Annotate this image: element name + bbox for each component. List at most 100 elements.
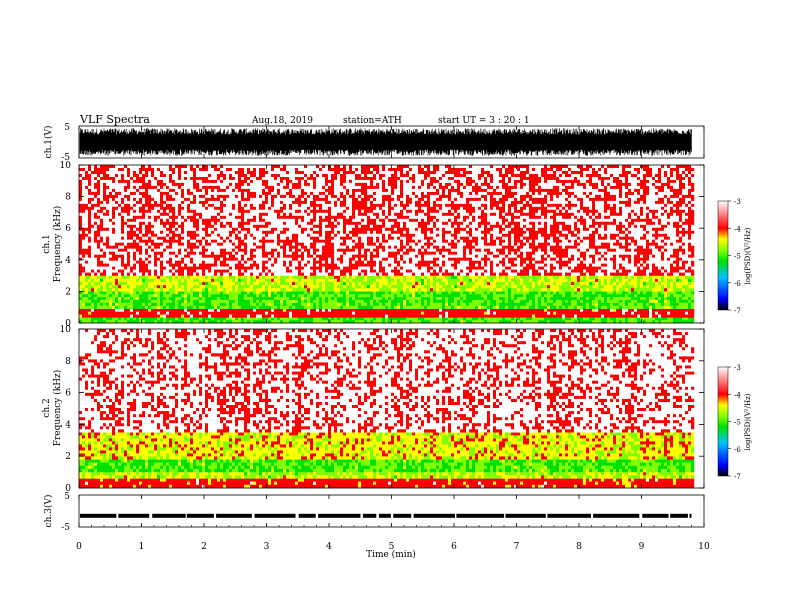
spectrogram-cell <box>241 267 244 270</box>
spectrogram-cell <box>196 249 199 252</box>
spectrogram-cell <box>226 252 229 255</box>
spectrogram-cell <box>271 318 274 321</box>
spectrogram-cell <box>235 288 238 291</box>
spectrogram-cell <box>256 267 259 270</box>
spectrogram-cell <box>232 240 235 243</box>
spectrogram-cell <box>352 249 355 252</box>
spectrogram-cell <box>112 309 115 312</box>
spectrogram-cell <box>286 282 289 285</box>
spectrogram-cell <box>124 189 127 192</box>
spectrogram-cell <box>202 243 205 246</box>
spectrogram-cell <box>322 225 325 228</box>
spectrogram-cell <box>256 201 259 204</box>
spectrogram-cell <box>253 297 256 300</box>
spectrogram-cell <box>250 189 253 192</box>
spectrogram-cell <box>148 204 151 207</box>
spectrogram-cell <box>220 294 223 297</box>
spectrogram-cell <box>268 267 271 270</box>
spectrogram-cell <box>118 237 121 240</box>
spectrogram-cell <box>151 276 154 279</box>
spectrogram-cell <box>136 210 139 213</box>
spectrogram-cell <box>295 276 298 279</box>
spectrogram-cell <box>358 225 361 228</box>
spectrogram-cell <box>205 189 208 192</box>
spectrogram-cell <box>337 189 340 192</box>
spectrogram-cell <box>88 186 91 189</box>
spectrogram-cell <box>127 294 130 297</box>
spectrogram-cell <box>256 255 259 258</box>
spectrogram-cell <box>103 258 106 261</box>
spectrogram-cell <box>301 192 304 195</box>
spectrogram-cell <box>211 246 214 249</box>
spectrogram-cell <box>349 192 352 195</box>
spectrogram-cell <box>226 165 229 168</box>
spectrogram-cell <box>85 201 88 204</box>
spectrogram-cell <box>85 195 88 198</box>
spectrogram-cell <box>121 168 124 171</box>
spectrogram-cell <box>322 294 325 297</box>
spectrogram-cell <box>196 279 199 282</box>
spectrogram-cell <box>91 186 94 189</box>
spectrogram-cell <box>163 282 166 285</box>
spectrogram-cell <box>283 294 286 297</box>
spectrogram-cell <box>175 270 178 273</box>
spectrogram-cell <box>280 312 283 315</box>
spectrogram-cell <box>259 189 262 192</box>
spectrogram-cell <box>241 237 244 240</box>
spectrogram-cell <box>205 264 208 267</box>
spectrogram-cell <box>247 246 250 249</box>
spectrogram-cell <box>163 249 166 252</box>
spectrogram-cell <box>346 216 349 219</box>
spectrogram-cell <box>283 249 286 252</box>
spectrogram-cell <box>328 312 331 315</box>
spectrogram-cell <box>214 177 217 180</box>
spectrogram-cell <box>163 234 166 237</box>
spectrogram-cell <box>133 216 136 219</box>
spectrogram-cell <box>229 195 232 198</box>
spectrogram-cell <box>142 225 145 228</box>
spectrogram-cell <box>91 165 94 168</box>
spectrogram-cell <box>163 240 166 243</box>
spectrogram-cell <box>130 276 133 279</box>
spectrogram-cell <box>163 309 166 312</box>
spectrogram-cell <box>274 201 277 204</box>
spectrogram-cell <box>106 252 109 255</box>
spectrogram-cell <box>169 234 172 237</box>
spectrogram-cell <box>247 318 250 321</box>
spectrogram-cell <box>247 231 250 234</box>
spectrogram-cell <box>241 285 244 288</box>
spectrogram-cell <box>223 249 226 252</box>
spectrogram-cell <box>307 261 310 264</box>
spectrogram-cell <box>175 243 178 246</box>
spectrogram-cell <box>190 189 193 192</box>
spectrogram-cell <box>181 213 184 216</box>
spectrogram-cell <box>325 261 328 264</box>
spectrogram-cell <box>163 195 166 198</box>
spectrogram-cell <box>118 300 121 303</box>
spectrogram-cell <box>349 294 352 297</box>
spectrogram-cell <box>190 222 193 225</box>
spectrogram-cell <box>238 171 241 174</box>
spectrogram-cell <box>268 234 271 237</box>
spectrogram-cell <box>181 255 184 258</box>
spectrogram-cell <box>139 270 142 273</box>
spectrogram-cell <box>244 306 247 309</box>
spectrogram-cell <box>328 174 331 177</box>
spectrogram-cell <box>133 177 136 180</box>
spectrogram-cell <box>232 168 235 171</box>
spectrogram-cell <box>319 249 322 252</box>
spectrogram-cell <box>208 267 211 270</box>
spectrogram-cell <box>154 267 157 270</box>
spectrogram-cell <box>94 240 97 243</box>
spectrogram-cell <box>310 303 313 306</box>
spectrogram-cell <box>178 225 181 228</box>
spectrogram-cell <box>316 189 319 192</box>
spectrogram-cell <box>139 228 142 231</box>
spectrogram-cell <box>313 231 316 234</box>
spectrogram-cell <box>187 228 190 231</box>
spectrogram-cell <box>259 306 262 309</box>
spectrogram-cell <box>178 222 181 225</box>
spectrogram-cell <box>118 171 121 174</box>
spectrogram-cell <box>229 276 232 279</box>
spectrogram-cell <box>127 249 130 252</box>
